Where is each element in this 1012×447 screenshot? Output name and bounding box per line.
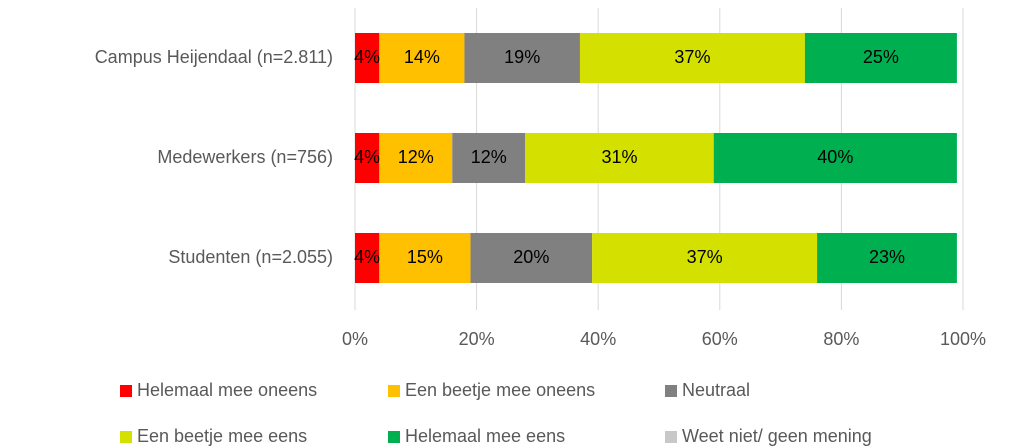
bar-segment (464, 33, 580, 83)
legend-swatch (120, 431, 132, 443)
data-label: 37% (687, 247, 723, 267)
legend-label: Een beetje mee oneens (405, 380, 595, 400)
bar-segment (804, 33, 957, 83)
x-tick-label: 40% (580, 329, 616, 349)
data-label: 23% (869, 247, 905, 267)
y-tick-label: Medewerkers (n=756) (157, 147, 333, 167)
data-label: 37% (674, 47, 710, 67)
x-tick-label: 80% (823, 329, 859, 349)
legend-label: Een beetje mee eens (137, 426, 307, 446)
data-label: 31% (601, 147, 637, 167)
data-label: 40% (817, 147, 853, 167)
x-tick-label: 100% (940, 329, 986, 349)
bar-segment (817, 233, 957, 283)
bar-segment (592, 233, 818, 283)
bar-segment (355, 133, 380, 183)
legend-label: Neutraal (682, 380, 750, 400)
bar-segment (355, 33, 380, 83)
legend-swatch (388, 431, 400, 443)
x-tick-label: 0% (342, 329, 368, 349)
data-label: 20% (513, 247, 549, 267)
data-label: 14% (404, 47, 440, 67)
bar-segment (379, 133, 453, 183)
data-label: 4% (354, 147, 380, 167)
bar-segment (379, 233, 471, 283)
data-label: 25% (863, 47, 899, 67)
legend-swatch (120, 385, 132, 397)
legend-swatch (388, 385, 400, 397)
data-label: 15% (407, 247, 443, 267)
legend-label: Helemaal mee oneens (137, 380, 317, 400)
bar-segment (713, 133, 957, 183)
bar-segment (379, 33, 465, 83)
data-label: 12% (398, 147, 434, 167)
data-label: 4% (354, 47, 380, 67)
x-tick-label: 20% (459, 329, 495, 349)
y-tick-label: Studenten (n=2.055) (168, 247, 333, 267)
legend-label: Weet niet/ geen mening (682, 426, 872, 446)
bar-segment (355, 233, 380, 283)
bar-segment (452, 133, 526, 183)
x-tick-label: 60% (702, 329, 738, 349)
data-label: 4% (354, 247, 380, 267)
legend-swatch (665, 385, 677, 397)
legend-swatch (665, 431, 677, 443)
bar-segment (470, 233, 593, 283)
data-label: 12% (471, 147, 507, 167)
legend-label: Helemaal mee eens (405, 426, 565, 446)
bar-segment (525, 133, 714, 183)
y-tick-label: Campus Heijendaal (n=2.811) (95, 47, 333, 67)
data-label: 19% (504, 47, 540, 67)
bar-segment (579, 33, 805, 83)
